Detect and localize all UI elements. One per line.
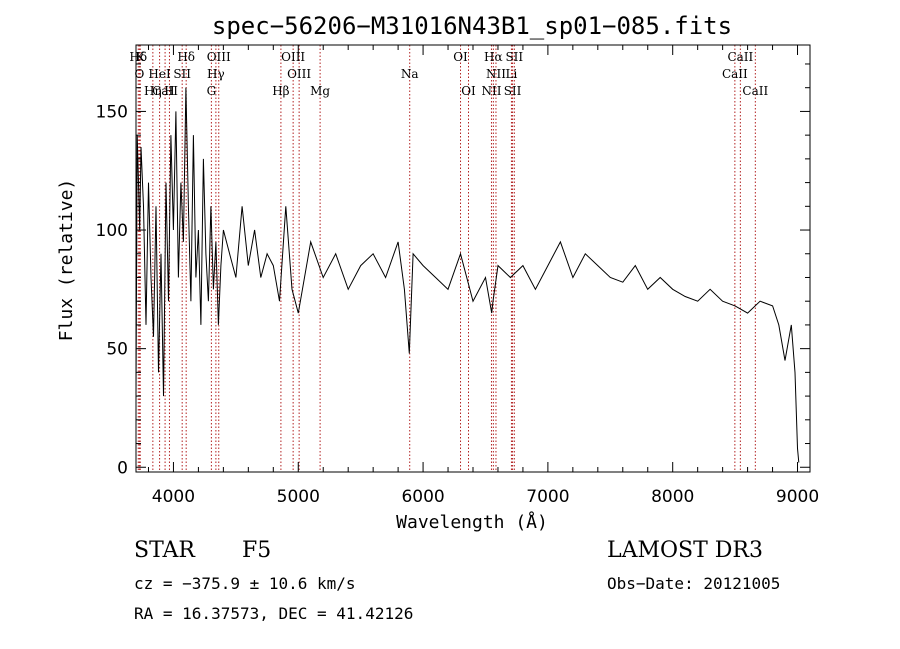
y-tick-label: 0 <box>117 458 128 478</box>
line-marker-label: SII <box>504 84 522 98</box>
line-marker-label: Na <box>401 67 419 81</box>
spectrum-series <box>135 87 800 463</box>
y-tick-label: 100 <box>96 221 128 241</box>
x-axis-label: Wavelength (Å) <box>396 511 548 533</box>
coordinates-label: RA = 16.37573, DEC = 41.42126 <box>134 604 414 623</box>
line-marker-label: O <box>134 67 144 81</box>
x-tick-label: 6000 <box>401 487 444 507</box>
object-subclass: F5 <box>242 538 272 563</box>
x-tick-label: 8000 <box>651 487 694 507</box>
line-marker-label: OI <box>461 84 476 98</box>
line-marker-label: SII <box>505 50 523 64</box>
line-marker-label: OIII <box>287 67 311 81</box>
line-marker-label: OI <box>453 50 468 64</box>
obs-date-label: Obs−Date: 20121005 <box>607 574 781 593</box>
line-marker-label: Hα <box>484 50 503 64</box>
x-tick-label: 9000 <box>776 487 819 507</box>
line-marker-label: H <box>164 84 174 98</box>
survey-label: LAMOST DR3 <box>607 538 763 563</box>
x-tick-label: 5000 <box>277 487 320 507</box>
line-marker-label: OIII <box>281 50 305 64</box>
line-marker-label: Mg <box>310 84 330 98</box>
line-marker-label: NII <box>486 67 506 81</box>
line-marker-label: OIII <box>207 50 231 64</box>
x-axis-ticks: 4000 5000 6000 7000 8000 9000 <box>147 45 819 507</box>
x-tick-label: 4000 <box>152 487 195 507</box>
line-marker-label: SII <box>173 67 191 81</box>
y-tick-label: 150 <box>96 102 128 122</box>
line-marker-label: Li <box>506 67 518 81</box>
line-marker-label: HeI <box>148 67 171 81</box>
line-marker-label: CaII <box>152 84 178 98</box>
velocity-label: cz = −375.9 ± 10.6 km/s <box>134 574 356 593</box>
y-tick-label: 50 <box>106 340 128 360</box>
line-marker-label: CaII <box>722 67 748 81</box>
line-marker-label: NII <box>481 84 501 98</box>
object-class: STAR <box>134 538 195 563</box>
line-marker-label: G <box>207 84 217 98</box>
line-marker-label: Hβ <box>272 84 289 98</box>
y-axis-label: Flux (relative) <box>56 179 77 342</box>
line-marker-label: CaII <box>727 50 753 64</box>
line-marker-label: Hγ <box>207 67 225 81</box>
chart-title: spec−56206−M31016N43B1_sp01−085.fits <box>212 12 732 40</box>
line-marker-label: CaII <box>742 84 768 98</box>
x-tick-label: 7000 <box>526 487 569 507</box>
line-marker-label: Hδ <box>129 50 147 64</box>
y-axis-ticks: 0 50 100 150 <box>96 63 810 478</box>
line-marker-label: K <box>136 50 146 64</box>
spectral-line-markers <box>137 45 756 472</box>
line-marker-label: Hη <box>144 84 162 98</box>
line-marker-label: Hδ <box>177 50 195 64</box>
